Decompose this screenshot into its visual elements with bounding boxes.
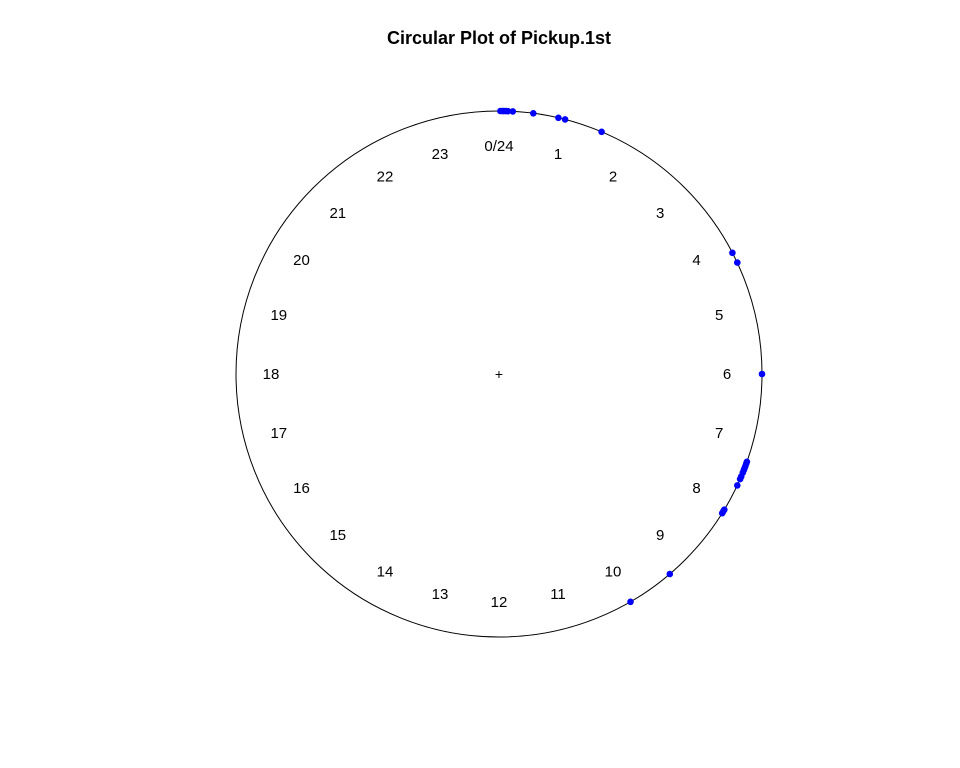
data-point: [734, 482, 741, 489]
data-point: [734, 259, 741, 266]
hour-label-11: 11: [550, 586, 566, 603]
hour-label-16: 16: [293, 480, 310, 497]
hour-label-7: 7: [715, 425, 723, 442]
hour-label-2: 2: [609, 169, 617, 186]
data-points: [497, 107, 766, 606]
hour-label-6: 6: [723, 366, 731, 383]
data-point: [598, 128, 605, 136]
hour-label-20: 20: [293, 252, 310, 269]
hour-label-4: 4: [692, 252, 700, 269]
hour-labels: 0/24 123456789101112131415161718192021222…: [263, 138, 732, 611]
data-point: [758, 370, 766, 378]
hour-label-19: 19: [270, 307, 287, 324]
chart-title: Circular Plot of Pickup.1st: [386, 28, 612, 48]
data-point: [736, 475, 744, 483]
data-point: [729, 249, 736, 257]
hour-label-21: 21: [329, 205, 346, 222]
hour-label-22: 22: [377, 169, 394, 186]
data-point: [504, 107, 512, 115]
data-point: [509, 108, 517, 115]
hour-label-10: 10: [605, 564, 622, 581]
center-marker: +: [495, 366, 503, 382]
data-point: [718, 509, 726, 517]
hour-label-9: 9: [656, 527, 664, 544]
hour-label-1: 1: [554, 146, 562, 163]
hour-label-15: 15: [329, 527, 346, 544]
data-point: [561, 116, 569, 123]
hour-label-18: 18: [263, 366, 280, 383]
data-point: [627, 598, 634, 606]
data-point: [555, 114, 562, 122]
hour-label-13: 13: [432, 586, 449, 603]
hour-label-8: 8: [692, 480, 700, 497]
hour-label-17: 17: [270, 425, 287, 442]
hour-label-3: 3: [656, 205, 664, 222]
hour-label-5: 5: [715, 307, 723, 324]
hour-label-23: 23: [432, 146, 449, 163]
hour-label-12: 12: [491, 594, 508, 611]
hour-label-0: 0/24: [484, 138, 513, 155]
data-point: [666, 570, 674, 578]
data-point: [530, 110, 537, 117]
hour-label-14: 14: [377, 564, 394, 581]
